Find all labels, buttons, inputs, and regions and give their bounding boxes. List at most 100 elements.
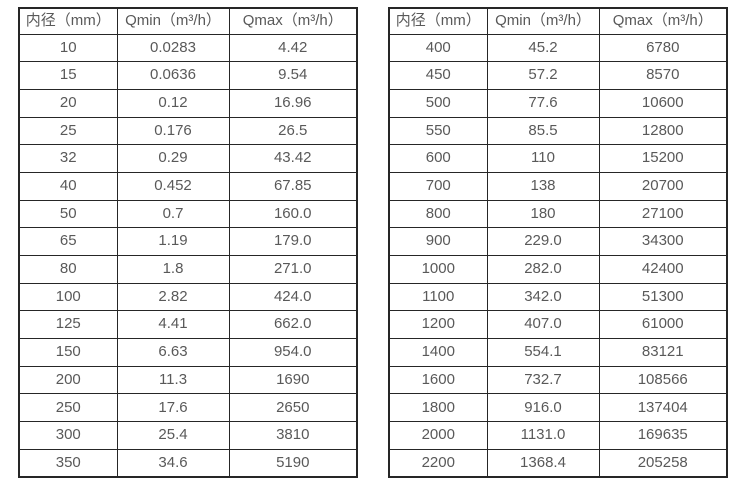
table-cell: 0.0283 [116,33,230,63]
table-cell: 34300 [598,227,728,256]
table-cell: 1690 [228,365,358,395]
table-row: 1400 554.1 83121 [388,338,728,367]
table-cell: 407.0 [486,310,600,340]
table-cell: 26.5 [228,116,358,146]
flow-table-large-diameter: 内径（mm） Qmin（m³/h） Qmax（m³/h） 400 45.2 6780… [388,7,728,478]
table-cell: 600 [388,144,488,173]
table-cell: 108566 [598,365,728,395]
table-cell: 300 [18,421,118,450]
table-cell: 2000 [388,421,488,450]
table-cell: 179.0 [228,227,358,256]
table-row: 150 6.63 954.0 [18,338,358,367]
table-cell: 16.96 [228,88,358,118]
table-cell: 229.0 [486,227,600,256]
table-row: 450 57.2 8570 [388,61,728,90]
table-cell: 954.0 [228,338,358,367]
header-qmin: Qmin（m³/h） [116,7,230,35]
table-row: 125 4.41 662.0 [18,310,358,340]
table-cell: 800 [388,199,488,229]
table-cell: 110 [486,144,600,173]
table-row: 500 77.6 10600 [388,88,728,118]
table-cell: 80 [18,255,118,284]
table-cell: 271.0 [228,255,358,284]
table-cell: 9.54 [228,61,358,90]
table-cell: 85.5 [486,116,600,146]
flow-table-small-diameter: 内径（mm） Qmin（m³/h） Qmax（m³/h） 10 0.0283 4.4… [18,7,358,478]
table-row: 800 180 27100 [388,199,728,229]
table-cell: 11.3 [116,365,230,395]
table-row: 2200 1368.4 205258 [388,448,728,478]
table-cell: 34.6 [116,448,230,478]
table-cell: 57.2 [486,61,600,90]
table-cell: 67.85 [228,171,358,201]
table-cell: 125 [18,310,118,340]
table-cell: 65 [18,227,118,256]
table-cell: 17.6 [116,393,230,423]
table-cell: 77.6 [486,88,600,118]
table-cell: 1100 [388,282,488,312]
table-cell: 1.19 [116,227,230,256]
table-cell: 2.82 [116,282,230,312]
table-body-small-diameter: 10 0.0283 4.42 15 0.0636 9.54 20 0.12 16.96 25 0.1… [18,33,358,478]
table-cell: 8570 [598,61,728,90]
table-cell: 1000 [388,255,488,284]
table-cell: 1800 [388,393,488,423]
table-row: 300 25.4 3810 [18,421,358,450]
table-cell: 4.41 [116,310,230,340]
table-cell: 42400 [598,255,728,284]
table-cell: 500 [388,88,488,118]
table-cell: 0.452 [116,171,230,201]
table-row: 400 45.2 6780 [388,33,728,63]
table-row: 1000 282.0 42400 [388,255,728,284]
table-cell: 732.7 [486,365,600,395]
table-cell: 45.2 [486,33,600,63]
table-cell: 25.4 [116,421,230,450]
table-row: 250 17.6 2650 [18,393,358,423]
table-cell: 0.7 [116,199,230,229]
table-cell: 350 [18,448,118,478]
table-row: 10 0.0283 4.42 [18,33,358,63]
table-cell: 20 [18,88,118,118]
table-cell: 150 [18,338,118,367]
table-row: 25 0.176 26.5 [18,116,358,146]
table-row: 100 2.82 424.0 [18,282,358,312]
table-header: 内径（mm） Qmin（m³/h） Qmax（m³/h） [388,7,728,35]
table-cell: 25 [18,116,118,146]
table-cell: 15 [18,61,118,90]
table-cell: 169635 [598,421,728,450]
table-cell: 6780 [598,33,728,63]
table-cell: 61000 [598,310,728,340]
table-cell: 205258 [598,448,728,478]
table-cell: 51300 [598,282,728,312]
table-header: 内径（mm） Qmin（m³/h） Qmax（m³/h） [18,7,358,35]
table-cell: 180 [486,199,600,229]
table-cell: 10 [18,33,118,63]
table-cell: 1368.4 [486,448,600,478]
table-cell: 2650 [228,393,358,423]
table-row: 1200 407.0 61000 [388,310,728,340]
table-cell: 282.0 [486,255,600,284]
table-cell: 450 [388,61,488,90]
table-cell: 12800 [598,116,728,146]
table-row: 65 1.19 179.0 [18,227,358,256]
table-cell: 700 [388,171,488,201]
table-cell: 32 [18,144,118,173]
table-body-large-diameter: 400 45.2 6780 450 57.2 8570 500 77.6 10600 550 85.… [388,33,728,478]
table-cell: 0.29 [116,144,230,173]
table-row: 1800 916.0 137404 [388,393,728,423]
table-cell: 20700 [598,171,728,201]
table-cell: 1.8 [116,255,230,284]
table-cell: 10600 [598,88,728,118]
table-cell: 200 [18,365,118,395]
table-row: 20 0.12 16.96 [18,88,358,118]
table-cell: 160.0 [228,199,358,229]
table-row: 550 85.5 12800 [388,116,728,146]
table-cell: 83121 [598,338,728,367]
table-cell: 900 [388,227,488,256]
table-row: 80 1.8 271.0 [18,255,358,284]
header-inner-diameter: 内径（mm） [388,7,488,35]
table-row: 350 34.6 5190 [18,448,358,478]
table-cell: 0.0636 [116,61,230,90]
table-row: 2000 1131.0 169635 [388,421,728,450]
